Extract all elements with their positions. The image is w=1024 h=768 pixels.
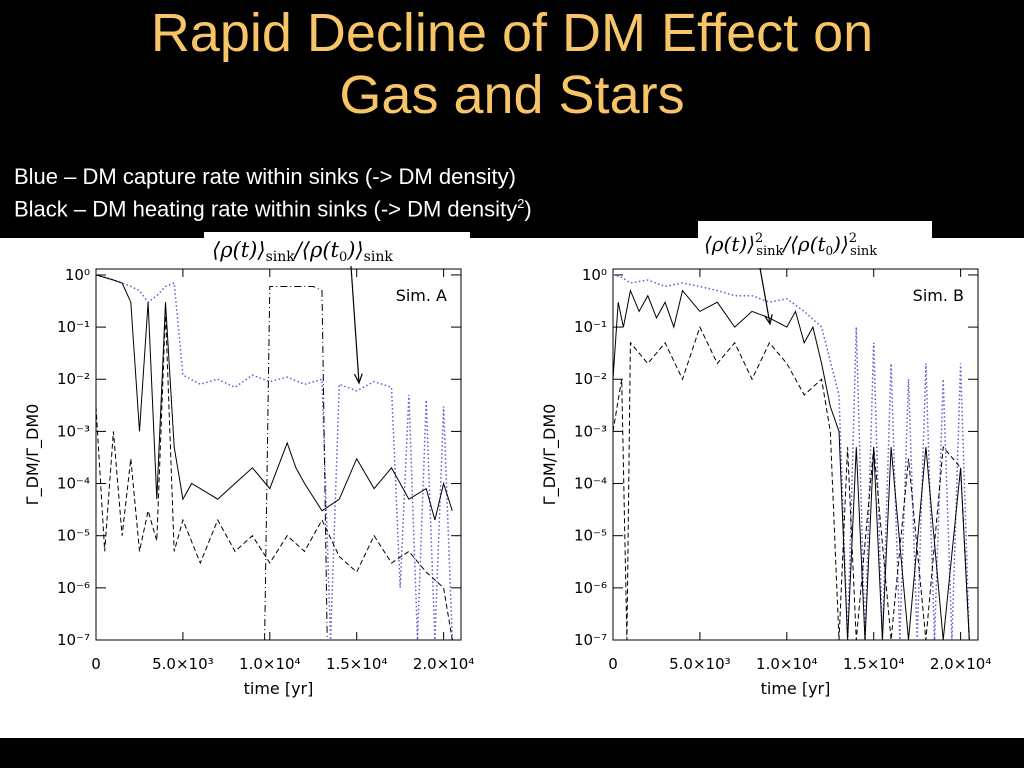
chart-2-ytick-label: 10⁻³	[574, 422, 607, 440]
chart-1-ytick-label: 10⁰	[65, 266, 90, 284]
chart-2-xlabel: time [yr]	[761, 679, 831, 698]
chart-1-xlabel: time [yr]	[244, 679, 314, 698]
chart-2-series-dashed	[612, 325, 970, 641]
title-line-2: Gas and Stars	[339, 65, 685, 125]
chart-1-ytick-label: 10⁻³	[57, 422, 90, 440]
chart-1-series-dashed	[95, 311, 453, 641]
chart-2-xtick-label: 2.0×10⁴	[930, 655, 992, 673]
chart-1-frame	[95, 268, 462, 641]
chart-2-ytick-label: 10⁻⁵	[574, 527, 607, 545]
chart-1-ytick-label: 10⁻⁶	[57, 579, 90, 597]
chart-2-xtick-label: 1.0×10⁴	[756, 655, 818, 673]
chart-2-series-solid	[612, 288, 970, 641]
chart-1-ytick-label: 10⁻¹	[57, 318, 90, 336]
chart-1-ytick-label: 10⁻²	[57, 370, 90, 388]
chart-1-ytick-label: 10⁻⁴	[57, 475, 90, 493]
chart-2-xtick-label: 1.5×10⁴	[843, 655, 905, 673]
formula-right-text: ⟨ρ(t)⟩2 sink/⟨ρ(t0)⟩2 sink	[704, 231, 877, 259]
chart-1-ytick-label: 10⁻⁷	[57, 631, 90, 649]
chart-1-xtick-label: 2.0×10⁴	[413, 655, 475, 673]
chart-1-ylabel: Γ_DM/Γ_DM0	[23, 404, 43, 506]
chart-1-ytick-label: 10⁻⁵	[57, 527, 90, 545]
chart-1-xtick-label: 0	[91, 655, 101, 673]
chart-2-ytick-label: 10⁻⁷	[574, 631, 607, 649]
chart-2-ylabel: Γ_DM/Γ_DM0	[540, 404, 560, 506]
formula-left-text: ⟨ρ(t)⟩sink/⟨ρ(t0)⟩sink	[212, 238, 393, 265]
legend-black-text: Black – DM heating rate within sinks (->…	[14, 196, 532, 222]
legend-black-close: )	[524, 196, 532, 222]
legend-black-main: Black – DM heating rate within sinks (->…	[14, 196, 518, 222]
chart-1-series-dash-dot	[264, 286, 328, 641]
legend-black-superscript: 2	[517, 196, 525, 211]
chart-2-series-dotted-blue	[612, 274, 971, 641]
chart-2-ytick-label: 10⁻²	[574, 370, 607, 388]
pointer-arrow-right-line	[759, 267, 771, 325]
chart-1-series-solid	[95, 274, 453, 521]
pointer-arrow-left-head	[353, 373, 363, 385]
chart-1-panel-label: Sim. A	[396, 286, 447, 305]
chart-2-panel-label: Sim. B	[913, 286, 964, 305]
chart-1-xtick-label: 1.0×10⁴	[239, 655, 301, 673]
chart-2-xtick-label: 5.0×10³	[669, 655, 731, 673]
legend-blue-text: Blue – DM capture rate within sinks (-> …	[14, 164, 516, 189]
title-line-1: Rapid Decline of DM Effect on	[150, 3, 874, 63]
chart-2-ytick-label: 10⁰	[582, 266, 607, 284]
chart-2-ytick-label: 10⁻⁴	[574, 475, 607, 493]
pointer-arrow-left-line	[350, 265, 360, 384]
plot-panel: 10⁰ 10⁻¹ 10⁻² 10⁻³ 10⁻⁴ 10⁻⁵ 10⁻⁶ 10⁻⁷ 0 5.0×10³ 1…	[0, 238, 1024, 738]
chart-2-ytick-label: 10⁻⁶	[574, 579, 607, 597]
chart-1-series-dotted-blue	[95, 274, 454, 641]
chart-2-ytick-label: 10⁻¹	[574, 318, 607, 336]
formula-left: ⟨ρ(t)⟩sink/⟨ρ(t0)⟩sink	[204, 232, 470, 266]
formula-right: ⟨ρ(t)⟩2 sink/⟨ρ(t0)⟩2 sink	[698, 221, 932, 265]
pointer-arrow-right-head	[764, 314, 773, 326]
chart-1-xtick-label: 5.0×10³	[152, 655, 214, 673]
chart-2-frame	[612, 268, 979, 641]
chart-2-xtick-label: 0	[608, 655, 618, 673]
slide-title: Rapid Decline of DM Effect on Gas and St…	[0, 2, 1024, 126]
chart-1-xtick-label: 1.5×10⁴	[326, 655, 388, 673]
